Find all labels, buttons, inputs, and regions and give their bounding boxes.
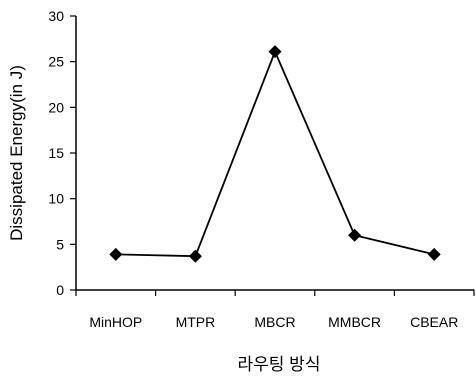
y-tick-label: 25 [48,54,64,70]
data-point-marker [109,247,123,261]
y-tick-label: 30 [48,8,64,24]
data-point-marker [188,249,202,263]
y-tick-label: 0 [56,282,64,298]
y-ticks: 0 5 10 15 20 25 30 [48,8,76,298]
x-category-label: CBEAR [410,314,458,330]
y-tick-label: 5 [56,236,64,252]
y-tick-label: 20 [48,99,64,115]
x-category-label: MinHOP [89,314,142,330]
y-axis-title: Dissipated Energy(in J) [7,65,26,241]
data-point-marker [348,228,362,242]
y-tick-label: 10 [48,191,64,207]
y-tick-label: 15 [48,145,64,161]
x-category-label: MMBCR [328,314,381,330]
x-category-label: MTPR [176,314,216,330]
x-category-label: MBCR [254,314,295,330]
data-point-marker [268,45,282,59]
data-series [109,45,441,263]
x-ticks: MinHOP MTPR MBCR MMBCR CBEAR [75,290,475,330]
x-axis-title: 라우팅 방식 [238,355,321,374]
data-point-marker [427,247,441,261]
series-line [115,49,435,258]
